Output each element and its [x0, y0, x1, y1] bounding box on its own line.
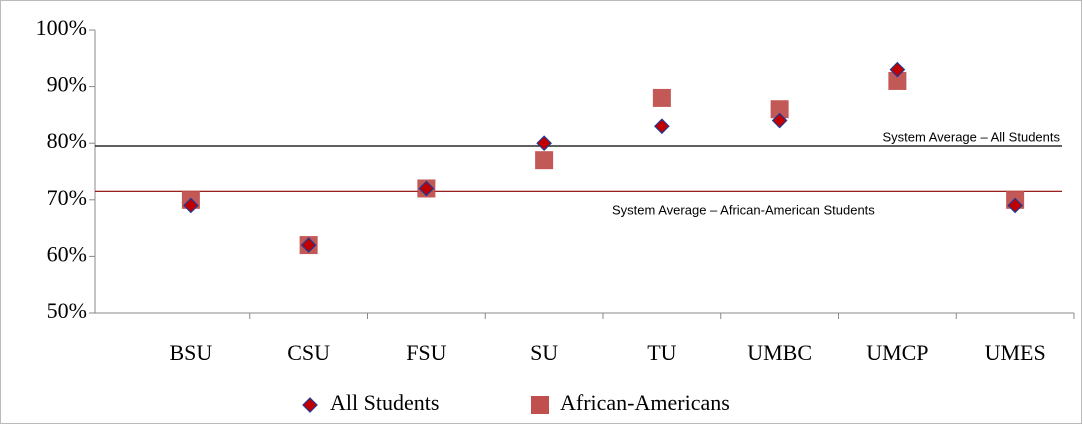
x-tick-label: UMBC — [747, 340, 812, 365]
y-tick-label: 60% — [47, 241, 87, 266]
point — [770, 100, 789, 119]
legend-label: All Students — [330, 390, 439, 415]
point — [889, 61, 906, 78]
point — [771, 112, 788, 129]
legend-label: African-Americans — [560, 390, 730, 415]
point — [535, 151, 554, 170]
point — [183, 197, 199, 214]
y-tick-label: 80% — [47, 128, 87, 153]
point — [418, 180, 435, 197]
point — [654, 118, 670, 135]
y-tick-label: 90% — [47, 72, 87, 97]
x-tick-label: SU — [530, 340, 558, 365]
point — [888, 71, 907, 90]
point — [300, 237, 317, 253]
legend-marker — [302, 397, 318, 413]
legend-marker — [531, 396, 549, 414]
reference-label: System Average – African-American Studen… — [612, 203, 875, 218]
reference-label: System Average – All Students — [882, 129, 1060, 144]
y-tick-label: 100% — [36, 15, 87, 40]
y-tick-label: 70% — [47, 185, 87, 210]
point — [652, 88, 671, 107]
y-tick-label: 50% — [47, 298, 87, 323]
x-tick-label: UMCP — [866, 340, 928, 365]
point — [536, 135, 552, 152]
x-tick-label: TU — [647, 340, 676, 365]
x-tick-label: FSU — [406, 340, 446, 365]
x-tick-label: UMES — [985, 340, 1046, 365]
x-tick-label: CSU — [287, 340, 330, 365]
point — [1007, 197, 1023, 214]
x-tick-label: BSU — [169, 340, 212, 365]
